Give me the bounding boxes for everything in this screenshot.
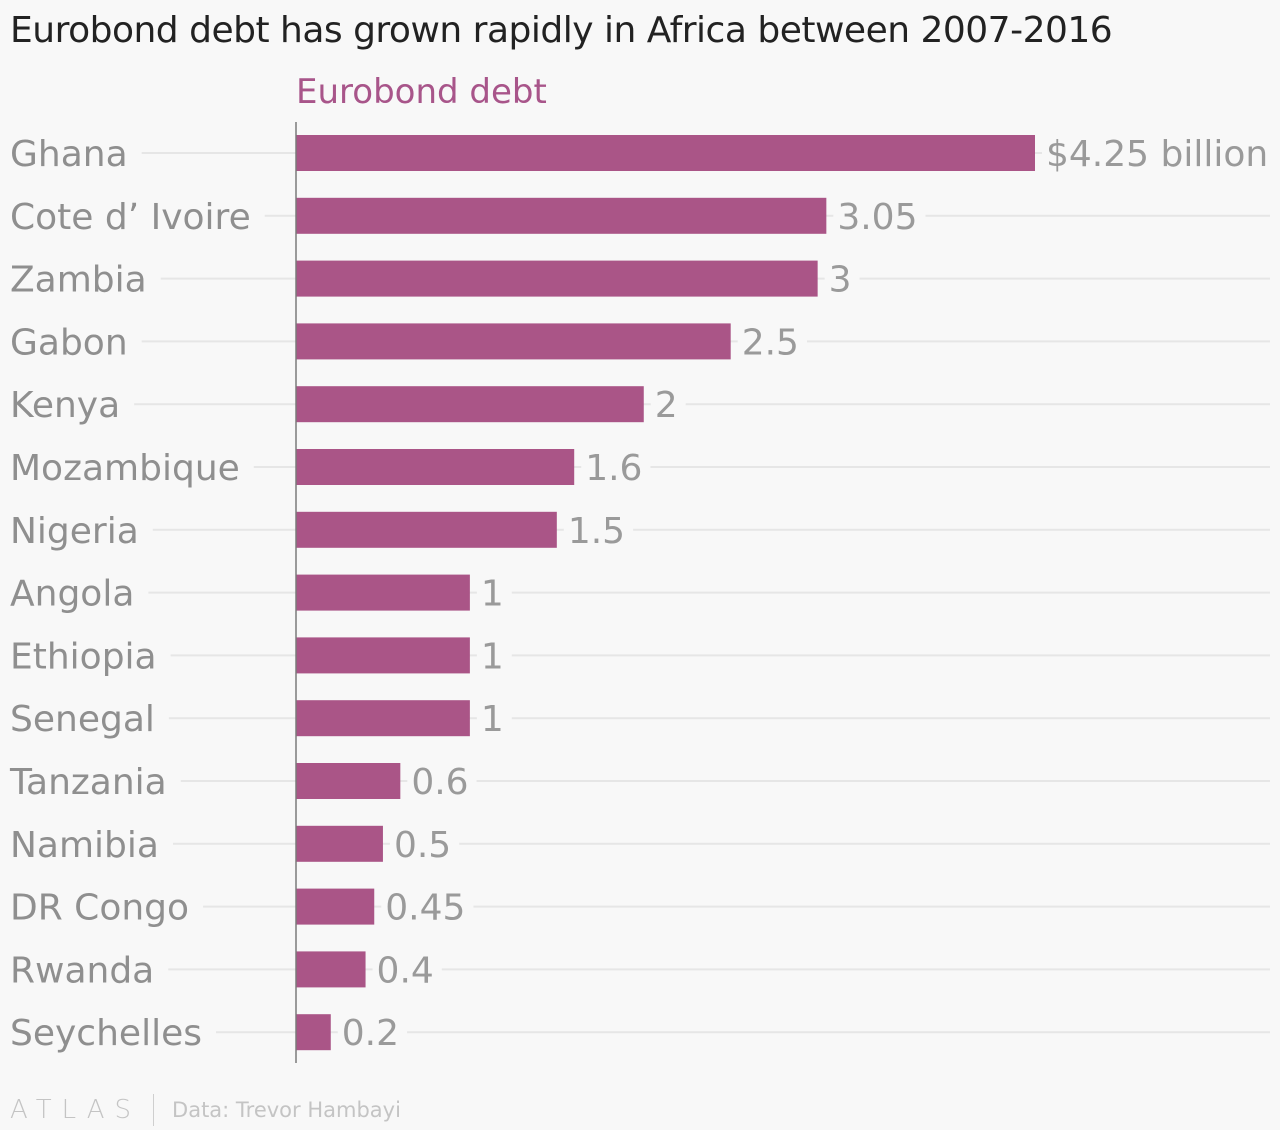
value-label-background — [737, 321, 807, 362]
footer: ATLAS Data: Trevor Hambayi — [10, 1092, 401, 1128]
value-label: 0.45 — [385, 888, 465, 929]
value-label: 1 — [481, 699, 504, 740]
value-label: 0.5 — [394, 825, 451, 866]
bar — [296, 386, 644, 423]
value-label: 0.2 — [342, 1013, 399, 1054]
category-label: Tanzania — [9, 762, 167, 803]
category-label: Gabon — [10, 322, 128, 363]
value-label-background — [476, 698, 512, 739]
bar — [296, 260, 818, 297]
value-label-background — [563, 509, 634, 550]
value-label-background — [1042, 133, 1277, 173]
category-label: Seychelles — [10, 1013, 202, 1054]
value-label-background — [581, 447, 651, 487]
value-label: 2 — [655, 385, 678, 426]
value-label-background — [407, 761, 477, 801]
category-label: Cote d’ Ivoire — [10, 197, 251, 238]
value-label: 0.4 — [377, 950, 434, 991]
bar — [296, 449, 575, 485]
category-label: Angola — [10, 574, 134, 615]
value-label: 1.6 — [585, 448, 642, 489]
footer-divider — [153, 1094, 155, 1126]
bar — [296, 951, 366, 988]
category-label: DR Congo — [10, 888, 189, 929]
bar — [296, 511, 557, 548]
value-label: $4.25 billion — [1046, 134, 1268, 175]
atlas-logo: ATLAS — [10, 1095, 142, 1125]
bar — [296, 1014, 331, 1051]
value-label: 1 — [481, 636, 504, 677]
bar — [296, 197, 827, 234]
value-label-background — [389, 823, 460, 864]
bar — [296, 135, 1035, 171]
value-label-background — [824, 258, 860, 299]
value-label: 0.6 — [411, 762, 468, 803]
value-label-background — [650, 384, 686, 425]
category-label: Mozambique — [10, 448, 240, 489]
chart-title: Eurobond debt has grown rapidly in Afric… — [10, 10, 1113, 51]
category-label: Senegal — [10, 699, 155, 740]
value-label-background — [372, 949, 442, 990]
value-label-background — [476, 635, 512, 676]
bar — [296, 888, 375, 925]
value-label: 1 — [481, 574, 504, 615]
data-source: Data: Trevor Hambayi — [172, 1098, 401, 1122]
bar — [296, 574, 470, 611]
category-label: Ghana — [10, 134, 128, 175]
value-label-background — [337, 1012, 408, 1053]
category-label: Namibia — [10, 825, 159, 866]
category-label: Rwanda — [10, 950, 154, 991]
category-label: Kenya — [10, 385, 120, 426]
value-label: 1.5 — [568, 511, 625, 552]
category-label: Nigeria — [10, 511, 139, 552]
value-label: 3 — [829, 260, 852, 301]
value-label: 2.5 — [742, 322, 799, 363]
bar — [296, 825, 383, 862]
value-label-background — [833, 195, 926, 236]
category-label: Zambia — [10, 260, 147, 301]
bar — [296, 700, 470, 737]
value-label-background — [381, 886, 474, 927]
category-label: Ethiopia — [10, 636, 157, 677]
bar — [296, 323, 731, 360]
series-label: Eurobond debt — [296, 72, 547, 112]
bar — [296, 637, 470, 674]
value-label-background — [476, 572, 512, 613]
bar — [296, 763, 401, 799]
value-label: 3.05 — [837, 197, 917, 238]
